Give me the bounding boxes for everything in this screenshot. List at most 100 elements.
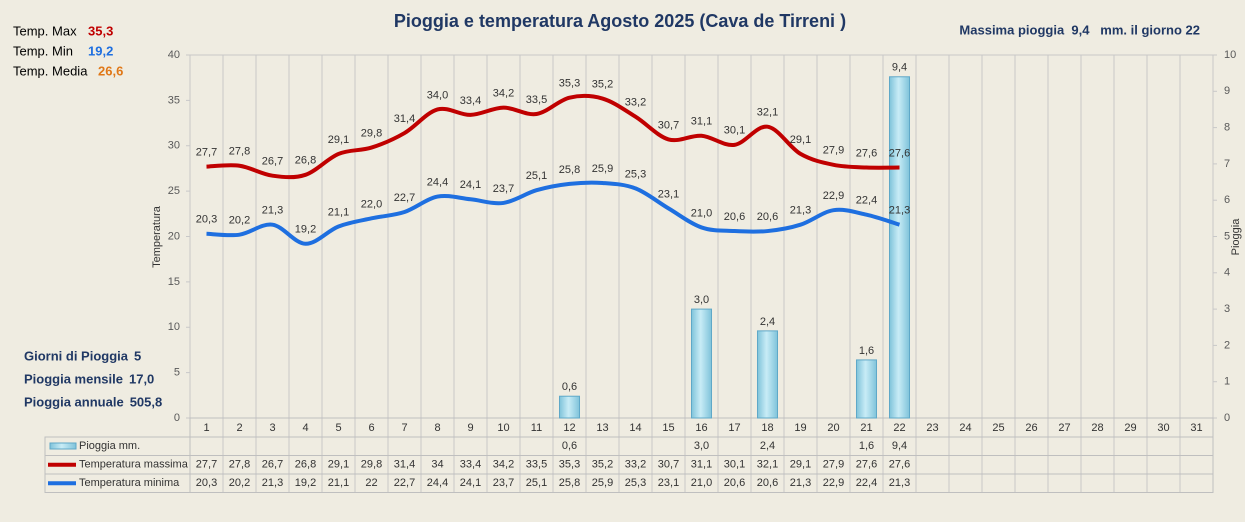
stat-label: Temp. Min [13, 43, 73, 58]
y2-tick-label: 9 [1224, 85, 1230, 97]
data-label: 31,1 [691, 116, 712, 128]
data-label: 26,7 [262, 156, 283, 168]
y-tick-label: 35 [168, 94, 180, 106]
x-tick-label: 6 [368, 422, 374, 434]
data-label: 22,7 [394, 192, 415, 204]
x-tick-label: 24 [959, 422, 971, 434]
data-label: 33,5 [526, 94, 547, 106]
data-label: 24,1 [460, 179, 481, 191]
x-tick-label: 4 [302, 422, 308, 434]
table-cell: 30,7 [658, 459, 679, 471]
data-label: 21,3 [262, 205, 283, 217]
table-cell: 27,6 [889, 459, 910, 471]
rain-bar [757, 330, 778, 419]
table-cell: 34,2 [493, 459, 514, 471]
y-tick-label: 20 [168, 230, 180, 242]
x-tick-label: 17 [728, 422, 740, 434]
table-cell: 1,6 [859, 440, 874, 452]
table-cell: 22,7 [394, 477, 415, 489]
x-tick-label: 12 [563, 422, 575, 434]
table-cell: 26,7 [262, 459, 283, 471]
table-cell: 21,1 [328, 477, 349, 489]
x-tick-label: 26 [1025, 422, 1037, 434]
data-label: 29,8 [361, 127, 382, 139]
x-tick-label: 29 [1124, 422, 1136, 434]
x-tick-label: 31 [1190, 422, 1202, 434]
data-label: 23,1 [658, 188, 679, 200]
x-tick-label: 9 [467, 422, 473, 434]
table-cell: 9,4 [892, 440, 907, 452]
table-cell: 33,5 [526, 459, 547, 471]
data-label: 27,7 [196, 147, 217, 159]
table-cell: 24,4 [427, 477, 448, 489]
data-label: 20,6 [724, 211, 745, 223]
table-cell: 0,6 [562, 440, 577, 452]
x-tick-label: 15 [662, 422, 674, 434]
y2-tick-label: 4 [1224, 267, 1230, 279]
y2-tick-label: 10 [1224, 49, 1236, 61]
table-cell: 29,1 [790, 459, 811, 471]
data-label: 1,6 [859, 345, 874, 357]
y-tick-label: 5 [174, 367, 180, 379]
data-label: 22,4 [856, 195, 877, 207]
table-cell: 31,4 [394, 459, 415, 471]
x-tick-label: 23 [926, 422, 938, 434]
table-cell: 3,0 [694, 440, 709, 452]
y2-tick-label: 8 [1224, 122, 1230, 134]
y-tick-label: 25 [168, 185, 180, 197]
data-label: 21,0 [691, 207, 712, 219]
chart-title: Pioggia e temperatura Agosto 2025 (Cava … [394, 11, 846, 31]
table-cell: 21,3 [889, 477, 910, 489]
table-cell: 23,7 [493, 477, 514, 489]
table-cell: 27,8 [229, 459, 250, 471]
table-cell: 2,4 [760, 440, 775, 452]
table-cell: 33,2 [625, 459, 646, 471]
data-label: 31,4 [394, 113, 415, 125]
table-cell: 25,8 [559, 477, 580, 489]
y2-tick-label: 1 [1224, 376, 1230, 388]
table-cell: 21,0 [691, 477, 712, 489]
y2-tick-label: 6 [1224, 194, 1230, 206]
data-label: 25,3 [625, 168, 646, 180]
data-label: 33,2 [625, 97, 646, 109]
data-label: 9,4 [892, 62, 907, 74]
data-label: 19,2 [295, 224, 316, 236]
data-label: 35,3 [559, 78, 580, 90]
table-cell: 20,6 [724, 477, 745, 489]
table-cell: 30,1 [724, 459, 745, 471]
table-cell: 29,8 [361, 459, 382, 471]
rain-bar [559, 395, 580, 419]
table-cell: 22,4 [856, 477, 877, 489]
x-tick-label: 28 [1091, 422, 1103, 434]
rain-stat-value: 505,8 [130, 394, 163, 409]
table-cell: 20,2 [229, 477, 250, 489]
table-cell: 35,2 [592, 459, 613, 471]
rain-stat-value: 5 [134, 348, 141, 363]
y-tick-label: 30 [168, 140, 180, 152]
temperature-line [206, 93, 900, 180]
table-cell: 31,1 [691, 459, 712, 471]
x-tick-label: 16 [695, 422, 707, 434]
rain-stat-label: Pioggia annuale [24, 394, 124, 409]
table-cell: 22,9 [823, 477, 844, 489]
table-cell: 27,9 [823, 459, 844, 471]
table-row [44, 473, 1214, 493]
table-cell: 32,1 [757, 459, 778, 471]
stat-value: 35,3 [88, 23, 113, 38]
table-cell: 27,6 [856, 459, 877, 471]
x-tick-label: 18 [761, 422, 773, 434]
data-label: 3,0 [694, 294, 709, 306]
rain-note: Massima pioggia 9,4 mm. il giorno 22 [959, 22, 1200, 37]
y2-tick-label: 0 [1224, 412, 1230, 424]
stat-value: 19,2 [88, 43, 113, 58]
legend-label: Temperatura massima [79, 459, 189, 471]
table-cell: 35,3 [559, 459, 580, 471]
table-cell: 25,1 [526, 477, 547, 489]
table-cell: 34 [431, 459, 443, 471]
table-cell: 25,9 [592, 477, 613, 489]
x-tick-label: 3 [269, 422, 275, 434]
data-label: 33,4 [460, 95, 481, 107]
table-cell: 33,4 [460, 459, 481, 471]
data-label: 25,1 [526, 170, 547, 182]
